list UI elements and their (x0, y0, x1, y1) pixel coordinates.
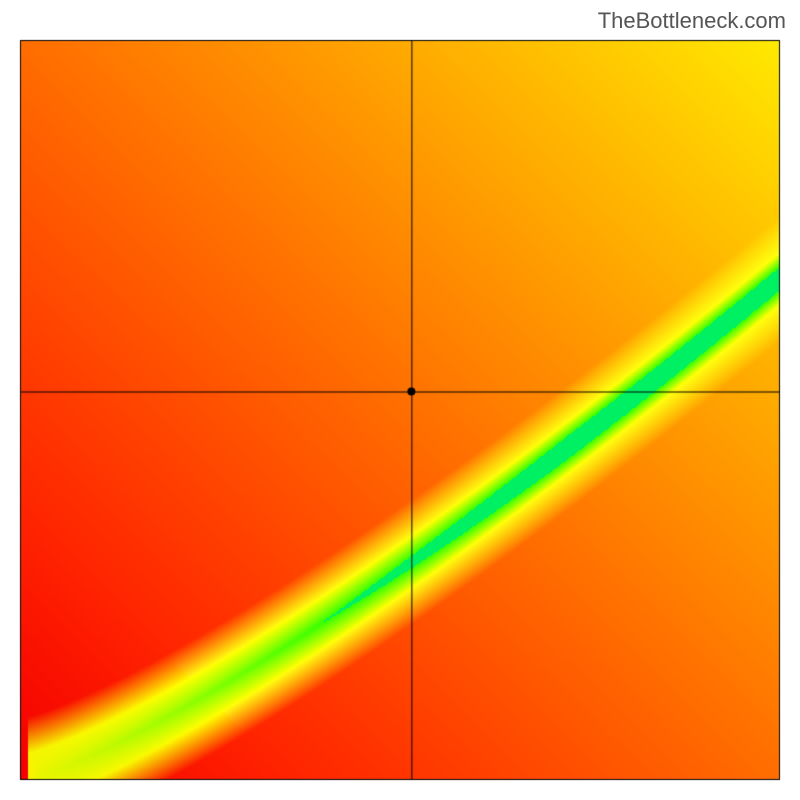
heatmap-canvas (0, 0, 800, 800)
chart-container: TheBottleneck.com (0, 0, 800, 800)
watermark-label: TheBottleneck.com (598, 8, 786, 34)
